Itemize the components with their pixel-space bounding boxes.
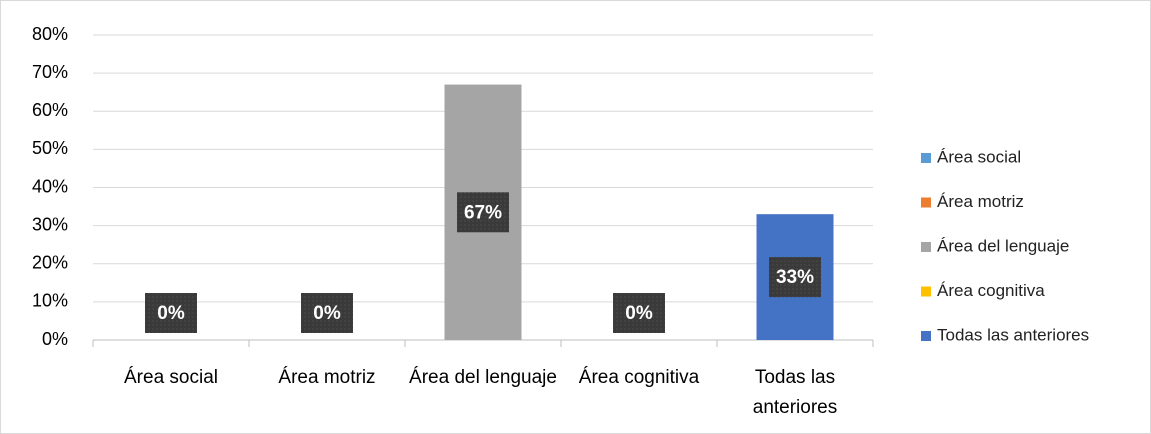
legend-swatch (921, 197, 931, 208)
y-tick-label: 70% (32, 62, 68, 82)
legend-label: Área del lenguaje (937, 236, 1069, 255)
y-tick-label: 40% (32, 176, 68, 196)
y-tick-label: 80% (32, 24, 68, 44)
y-tick-label: 0% (42, 329, 68, 349)
data-label: 0% (313, 303, 341, 324)
data-label: 0% (157, 303, 185, 324)
data-label-box (769, 257, 821, 298)
x-tick-label: Área cognitiva (579, 367, 700, 388)
legend-swatch (921, 242, 931, 252)
data-label-box (145, 293, 197, 333)
legend-swatch (921, 331, 931, 341)
y-tick-label: 60% (32, 100, 68, 120)
x-tick-label: Todas las anteriores (753, 367, 838, 418)
legend-swatch (921, 286, 931, 297)
y-tick-label: 30% (32, 214, 68, 234)
y-tick-label: 50% (32, 138, 68, 158)
data-label: 67% (464, 202, 502, 223)
data-label: 33% (776, 267, 814, 288)
data-label-box (613, 293, 665, 333)
y-tick-label: 20% (32, 253, 68, 273)
data-label-box (301, 293, 353, 333)
legend-label: Área cognitiva (937, 281, 1045, 300)
x-tick-label: Área social (124, 367, 218, 388)
x-tick-line: anteriores (753, 397, 838, 418)
x-tick-line: Todas las (755, 367, 835, 388)
y-tick-label: 10% (32, 291, 68, 311)
legend-label: Todas las anteriores (937, 325, 1089, 344)
x-tick-label: Área del lenguaje (409, 367, 557, 388)
data-label-box (457, 192, 509, 233)
legend-label: Área motriz (937, 192, 1024, 211)
legend-label: Área social (937, 147, 1021, 166)
x-tick-label: Área motriz (278, 367, 375, 388)
legend-swatch (921, 153, 931, 163)
data-label: 0% (625, 303, 653, 324)
